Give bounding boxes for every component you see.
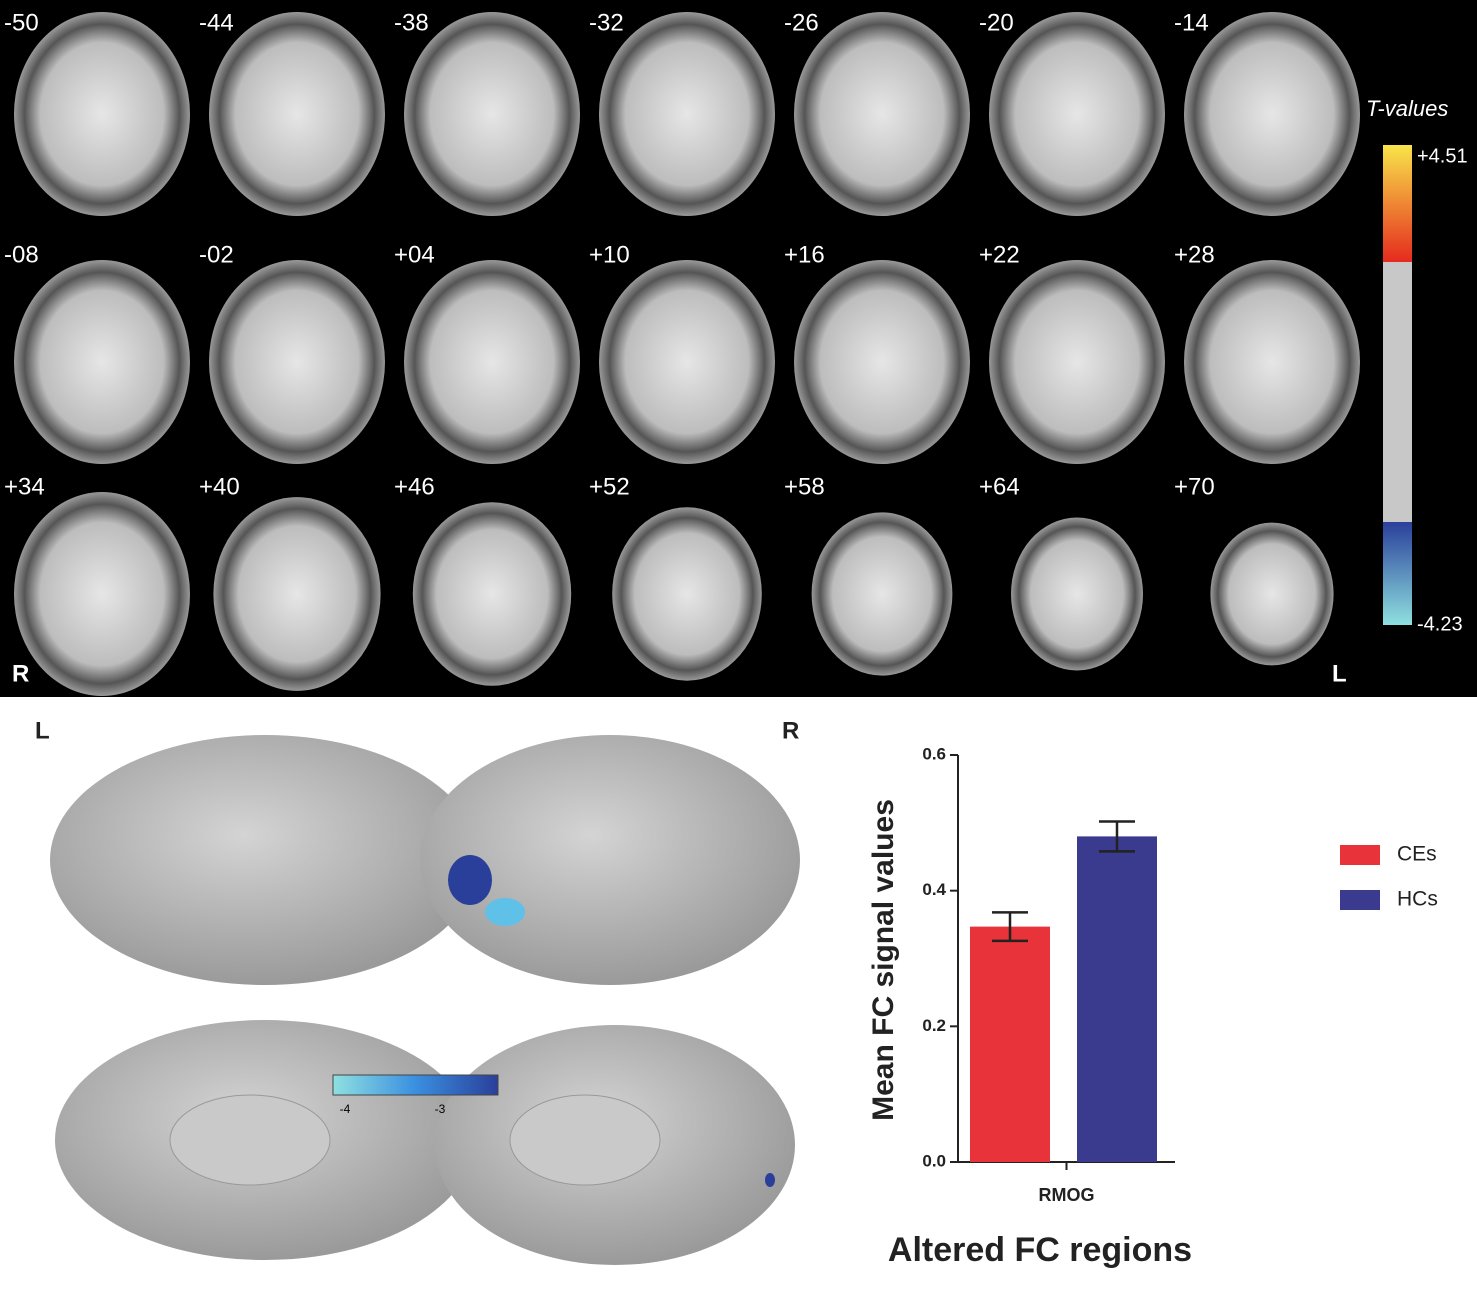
- axial-slice: [599, 260, 775, 464]
- slice-label: -08: [4, 241, 39, 268]
- slice-label: -50: [4, 9, 39, 36]
- slice-label: -14: [1174, 9, 1209, 36]
- hemisphere-label: L: [35, 717, 50, 744]
- colorbar-positive: [1383, 145, 1412, 262]
- slice-label: -44: [199, 9, 234, 36]
- colorbar-neutral: [1383, 262, 1412, 522]
- axial-slice: [811, 512, 953, 676]
- slice-label: +46: [394, 473, 435, 500]
- orientation-label: R: [12, 660, 29, 687]
- slice-label: +52: [589, 473, 630, 500]
- slice-label: -38: [394, 9, 429, 36]
- activation: [485, 898, 525, 926]
- error-bar: [1099, 820, 1135, 853]
- axial-slice: [794, 12, 970, 216]
- axial-slice: [14, 12, 190, 216]
- bar: [970, 926, 1050, 1162]
- axial-slice: [989, 260, 1165, 464]
- axial-slice: [599, 12, 775, 216]
- x-tick-label: RMOG: [1039, 1185, 1095, 1205]
- colorbar-title: T-values: [1366, 96, 1448, 121]
- bar: [1077, 836, 1157, 1162]
- legend-label: CEs: [1397, 843, 1437, 866]
- axial-slice: [404, 260, 580, 464]
- activation: [765, 1173, 775, 1187]
- y-tick-label: 0.4: [922, 880, 946, 899]
- slice-label: +58: [784, 473, 825, 500]
- slice-label: +10: [589, 241, 630, 268]
- legend-label: HCs: [1397, 888, 1438, 911]
- axial-slice: [1184, 260, 1360, 464]
- slice-label: +04: [394, 241, 435, 268]
- slice-label: +28: [1174, 241, 1215, 268]
- activation: [448, 855, 492, 905]
- axial-slice: [612, 507, 762, 681]
- axial-slice: [412, 502, 572, 686]
- y-tick-label: 0.6: [922, 744, 946, 763]
- axial-slice: [1011, 517, 1143, 671]
- slice-label: +40: [199, 473, 240, 500]
- slice-grid: -50 -44 -38 -32 -26 -20 -14 -08 -02 +04 +10 +16 +22 +…: [4, 9, 1360, 696]
- surface-renders: [50, 735, 800, 1265]
- corpus-callosum: [169, 1094, 331, 1186]
- slice-label: +34: [4, 473, 45, 500]
- axial-slice: [14, 260, 190, 464]
- surface-colorbar: [332, 1074, 499, 1096]
- colorbar-negative: [1383, 522, 1412, 625]
- axial-slice: [209, 12, 385, 216]
- slice-label: +22: [979, 241, 1020, 268]
- legend-swatch: [1340, 845, 1380, 865]
- colorbar-tick-label: -3: [435, 1102, 446, 1116]
- axial-slice: [14, 492, 190, 696]
- corpus-callosum: [509, 1094, 661, 1186]
- colorbar-max: +4.51: [1417, 145, 1468, 167]
- axial-slice: [213, 497, 381, 691]
- x-axis-label: Altered FC regions: [888, 1231, 1192, 1269]
- error-bar: [992, 911, 1028, 943]
- slice-label: +70: [1174, 473, 1215, 500]
- axial-slice: [209, 260, 385, 464]
- colorbar-tick-label: -4: [340, 1102, 351, 1116]
- hemisphere-label: R: [782, 717, 799, 744]
- bar-chart: 0.0 0.2 0.4 0.6 RMOG CEs HCs: [922, 744, 1437, 1204]
- y-axis-label: Mean FC signal values: [867, 799, 900, 1121]
- slice-label: -20: [979, 9, 1014, 36]
- slice-label: -32: [589, 9, 624, 36]
- axial-slice: [1184, 12, 1360, 216]
- axial-slice: [1210, 522, 1334, 666]
- orientation-label: L: [1332, 660, 1347, 687]
- y-tick-label: 0.0: [922, 1151, 946, 1170]
- legend-swatch: [1340, 890, 1380, 910]
- axial-slice: [794, 260, 970, 464]
- slice-label: -26: [784, 9, 819, 36]
- slice-label: -02: [199, 241, 234, 268]
- slice-label: +64: [979, 473, 1020, 500]
- axial-slice: [989, 12, 1165, 216]
- colorbar-min: -4.23: [1417, 613, 1463, 635]
- y-tick-label: 0.2: [922, 1016, 946, 1035]
- surface-left-lateral: [50, 735, 480, 985]
- slice-label: +16: [784, 241, 825, 268]
- axial-slice: [404, 12, 580, 216]
